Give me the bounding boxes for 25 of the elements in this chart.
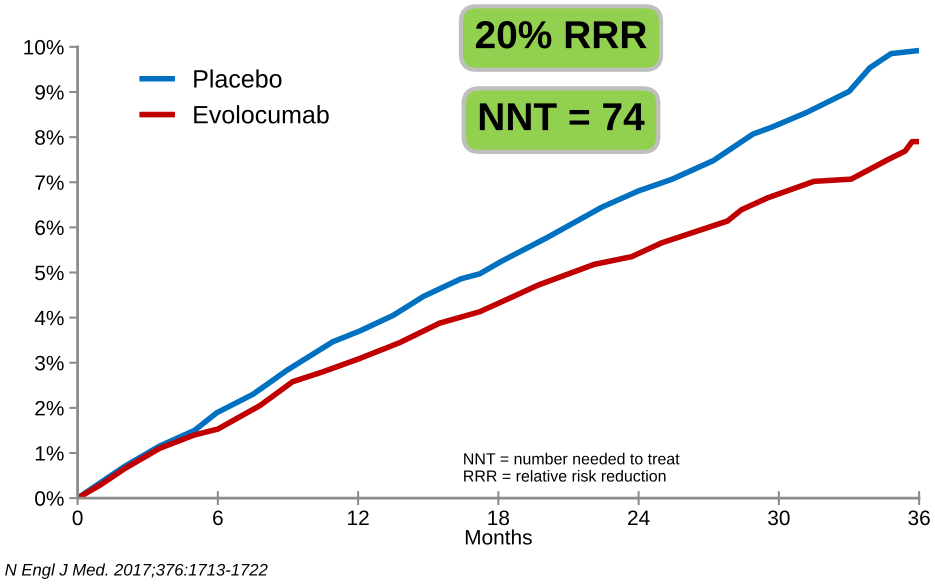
y-tick-label: 1% [36, 446, 64, 461]
x-tick-label: 0 [72, 510, 83, 526]
y-tick-label: 2% [35, 400, 64, 416]
text: N Engl J Med. 2017;376:1713-1722 [5, 563, 268, 579]
x-tick-label: 30 [768, 510, 790, 526]
legend-label: Placebo [194, 69, 282, 88]
legend-label: Evolocumab [194, 105, 329, 124]
x-tick-label: 24 [628, 510, 650, 526]
y-tick-label: 8% [35, 130, 64, 145]
x-tick-label: 36 [908, 510, 930, 526]
y-tick-label: 9% [35, 85, 64, 100]
y-tick-label: 10% [24, 40, 64, 55]
annotation: NNT = number needed to treat RRR = relative risk reduction [464, 452, 680, 482]
x-tick-label: 6 [213, 510, 223, 526]
y-tick-label: 5% [35, 266, 64, 280]
annotation: NNT = 74 [480, 103, 645, 130]
y-tick-label: 7% [35, 175, 64, 190]
x-tick-label: 12 [348, 510, 369, 526]
x-tick-label: 18 [488, 510, 510, 526]
y-tick-label: 3% [35, 356, 64, 370]
annotation: 20% RRR [476, 20, 647, 49]
y-tick-label: 0% [35, 491, 64, 506]
x-axis-title: Months [466, 529, 532, 545]
y-tick-label: 4% [34, 310, 64, 326]
y-tick-label: 6% [35, 220, 64, 236]
